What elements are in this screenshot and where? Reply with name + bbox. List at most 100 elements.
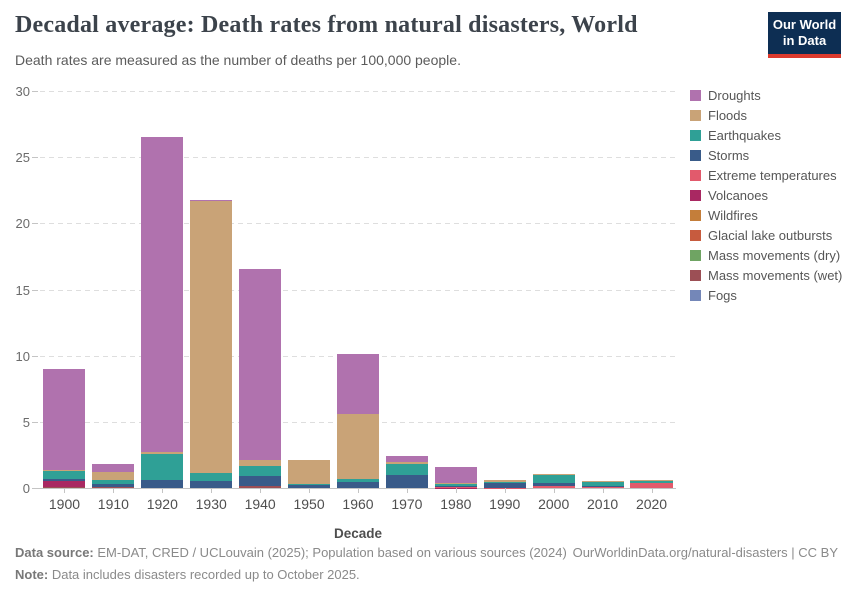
bar-1970[interactable] — [385, 91, 428, 488]
legend-item-mass-movements-dry[interactable]: Mass movements (dry) — [690, 248, 850, 263]
bar-1910[interactable] — [92, 91, 135, 488]
segment-storms-1930[interactable] — [190, 481, 233, 488]
bar-2010[interactable] — [581, 91, 624, 488]
segment-earthquakes-2010[interactable] — [581, 481, 624, 486]
segment-storms-1970[interactable] — [385, 475, 428, 488]
segment-floods-2010[interactable] — [581, 480, 624, 482]
segment-storms-1910[interactable] — [92, 483, 135, 487]
segment-extreme-temperatures-1980[interactable] — [434, 487, 477, 488]
segment-storms-1960[interactable] — [336, 482, 380, 488]
segment-earthquakes-1950[interactable] — [288, 484, 331, 486]
x-axis-label-1960: 1960 — [342, 496, 374, 512]
segment-earthquakes-2020[interactable] — [630, 481, 673, 483]
bar-2000[interactable] — [532, 91, 575, 488]
bar-2020[interactable] — [630, 91, 673, 488]
segment-droughts-1980[interactable] — [434, 467, 477, 484]
bar-1930[interactable] — [190, 91, 233, 488]
legend-item-floods[interactable]: Floods — [690, 108, 850, 123]
segment-extreme-temperatures-2000[interactable] — [532, 485, 575, 488]
segment-earthquakes-1970[interactable] — [385, 464, 428, 476]
legend-item-glacial-lake-outbursts[interactable]: Glacial lake outbursts — [690, 228, 850, 243]
segment-earthquakes-1980[interactable] — [434, 484, 477, 486]
segment-floods-1970[interactable] — [385, 461, 428, 465]
gridline-rule — [40, 157, 676, 159]
segment-extreme-temperatures-2010[interactable] — [581, 486, 624, 488]
bar-slot-1930: 1930 — [187, 91, 236, 512]
plot-area: 0 5 10 15 20 25 30 1900 1910 1920 1930 1940 1950 1960… — [16, 84, 676, 512]
legend-item-wildfires[interactable]: Wildfires — [690, 208, 850, 223]
bar-1950[interactable] — [288, 91, 331, 488]
legend-item-storms[interactable]: Storms — [690, 148, 850, 163]
segment-droughts-1900[interactable] — [43, 368, 86, 471]
segment-floods-1960[interactable] — [336, 413, 380, 480]
segment-floods-1900[interactable] — [43, 470, 86, 471]
segment-droughts-1910[interactable] — [92, 464, 135, 473]
segment-floods-1910[interactable] — [92, 472, 135, 480]
segment-storms-1920[interactable] — [141, 480, 184, 488]
x-tick-mark — [504, 488, 506, 493]
legend-item-fogs[interactable]: Fogs — [690, 288, 850, 303]
bar-slot-2020: 2020 — [627, 91, 676, 512]
segment-earthquakes-1920[interactable] — [141, 453, 184, 481]
segment-earthquakes-1960[interactable] — [336, 479, 380, 483]
owid-logo: Our World in Data — [768, 12, 841, 58]
data-source-text: EM-DAT, CRED / UCLouvain (2025); Populat… — [93, 545, 567, 560]
segment-floods-1920[interactable] — [141, 452, 184, 454]
segment-droughts-1930[interactable] — [190, 199, 233, 201]
segment-floods-2000[interactable] — [532, 474, 575, 476]
y-axis-label-10: 10 — [15, 348, 30, 364]
segment-floods-2020[interactable] — [630, 480, 673, 482]
bar-1980[interactable] — [434, 91, 477, 488]
legend-swatch-floods — [690, 110, 701, 121]
segment-storms-1900[interactable] — [43, 479, 86, 481]
segment-earthquakes-1940[interactable] — [239, 466, 282, 477]
segment-floods-1940[interactable] — [239, 459, 282, 467]
legend-item-mass-movements-wet[interactable]: Mass movements (wet) — [690, 268, 850, 283]
x-axis-title: Decade — [333, 526, 383, 541]
gridline-rule — [40, 223, 676, 225]
bar-1900[interactable] — [43, 91, 86, 488]
segment-earthquakes-1900[interactable] — [43, 470, 86, 480]
segment-mass-movements-wet-1940[interactable] — [239, 486, 282, 488]
legend-label-volcanoes: Volcanoes — [708, 188, 768, 203]
segment-droughts-1960[interactable] — [336, 353, 380, 414]
owid-link[interactable]: OurWorldinData.org/natural-disasters | C… — [572, 545, 838, 560]
legend-swatch-extreme-temperatures — [690, 170, 701, 181]
legend-item-extreme-temperatures[interactable]: Extreme temperatures — [690, 168, 850, 183]
bar-1920[interactable] — [141, 91, 184, 488]
segment-floods-1930[interactable] — [190, 200, 233, 474]
segment-earthquakes-2000[interactable] — [532, 475, 575, 484]
segment-storms-1980[interactable] — [434, 485, 477, 488]
segment-droughts-1920[interactable] — [141, 137, 184, 453]
segment-storms-2000[interactable] — [532, 483, 575, 486]
legend-item-droughts[interactable]: Droughts — [690, 88, 850, 103]
bar-1940[interactable] — [239, 91, 282, 488]
segment-droughts-1970[interactable] — [385, 456, 428, 462]
legend-swatch-mass-movements-wet — [690, 270, 701, 281]
legend-item-earthquakes[interactable]: Earthquakes — [690, 128, 850, 143]
segment-floods-1980[interactable] — [434, 483, 477, 485]
segment-earthquakes-1930[interactable] — [190, 473, 233, 482]
segment-storms-2020[interactable] — [630, 482, 673, 484]
segment-floods-1990[interactable] — [483, 479, 526, 482]
bar-1990[interactable] — [483, 91, 526, 488]
bar-1960[interactable] — [336, 91, 380, 488]
segment-floods-1950[interactable] — [288, 460, 331, 485]
legend-item-volcanoes[interactable]: Volcanoes — [690, 188, 850, 203]
segment-storms-1990[interactable] — [483, 483, 526, 488]
legend-swatch-mass-movements-dry — [690, 250, 701, 261]
bar-slot-2000: 2000 — [529, 91, 578, 512]
segment-volcanoes-1900[interactable] — [43, 480, 86, 487]
segment-extreme-temperatures-2020[interactable] — [630, 483, 673, 488]
legend-label-mass-movements-wet: Mass movements (wet) — [708, 268, 843, 283]
y-tick-mark — [32, 289, 38, 291]
segment-mass-movements-wet-1910[interactable] — [92, 487, 135, 488]
segment-earthquakes-1910[interactable] — [92, 479, 135, 484]
segment-storms-1950[interactable] — [288, 485, 331, 488]
segment-storms-1940[interactable] — [239, 476, 282, 487]
segment-earthquakes-1990[interactable] — [483, 481, 526, 484]
segment-droughts-1940[interactable] — [239, 269, 282, 460]
segment-mass-movements-wet-1900[interactable] — [43, 486, 86, 488]
footer: Data source: EM-DAT, CRED / UCLouvain (2… — [15, 545, 838, 582]
segment-storms-2010[interactable] — [581, 485, 624, 487]
